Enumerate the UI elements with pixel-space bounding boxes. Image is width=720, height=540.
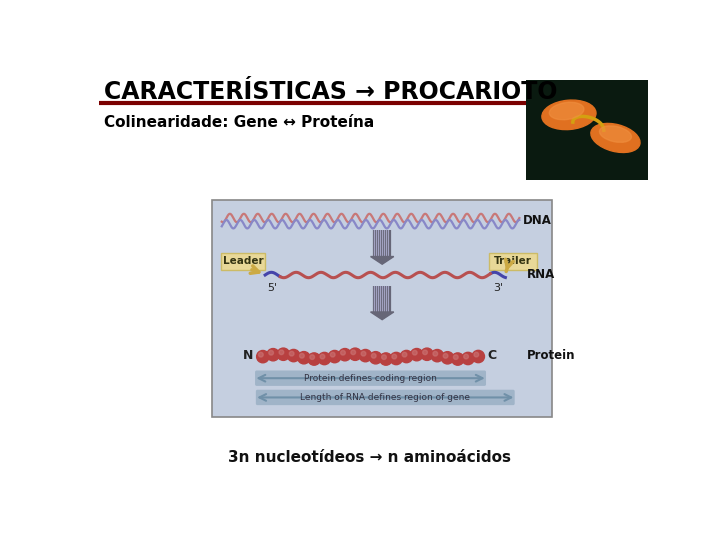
FancyBboxPatch shape (526, 80, 648, 180)
Circle shape (258, 353, 264, 357)
Circle shape (361, 352, 366, 356)
Ellipse shape (591, 124, 640, 152)
Text: CARACTERÍSTICAS → PROCARIOTO: CARACTERÍSTICAS → PROCARIOTO (104, 80, 557, 104)
Polygon shape (371, 312, 394, 320)
Circle shape (464, 354, 469, 359)
Circle shape (441, 352, 454, 364)
Circle shape (413, 350, 417, 355)
Circle shape (382, 355, 387, 360)
FancyBboxPatch shape (256, 390, 515, 405)
Circle shape (474, 352, 479, 357)
Circle shape (277, 348, 289, 360)
Text: Protein defines coding region: Protein defines coding region (304, 374, 437, 383)
Circle shape (349, 348, 361, 360)
Circle shape (402, 352, 407, 357)
Circle shape (341, 350, 346, 355)
Circle shape (444, 354, 448, 358)
Polygon shape (371, 256, 394, 264)
Circle shape (328, 350, 341, 363)
Circle shape (400, 350, 413, 363)
Ellipse shape (549, 102, 584, 120)
Text: 3': 3' (493, 283, 503, 293)
Circle shape (351, 350, 356, 355)
Circle shape (420, 348, 433, 360)
Circle shape (300, 354, 305, 358)
Text: N: N (243, 349, 253, 362)
Text: 3n nucleotídeos → n aminoácidos: 3n nucleotídeos → n aminoácidos (228, 450, 510, 465)
Text: Protein: Protein (527, 349, 575, 362)
Circle shape (320, 354, 325, 359)
FancyBboxPatch shape (221, 253, 265, 269)
FancyBboxPatch shape (255, 370, 486, 386)
Text: DNA: DNA (523, 214, 552, 227)
Ellipse shape (600, 126, 631, 143)
Circle shape (433, 352, 438, 356)
Ellipse shape (542, 100, 596, 130)
Circle shape (423, 350, 428, 355)
Text: Colinearidade: Gene ↔ Proteína: Colinearidade: Gene ↔ Proteína (104, 115, 374, 130)
Text: C: C (487, 349, 497, 362)
Circle shape (256, 350, 269, 363)
Text: Length of RNA defines region of gene: Length of RNA defines region of gene (300, 393, 470, 402)
Circle shape (267, 348, 279, 361)
Circle shape (431, 349, 444, 362)
Circle shape (297, 352, 310, 364)
Circle shape (269, 350, 274, 355)
Circle shape (308, 353, 320, 365)
Text: 5': 5' (267, 283, 278, 293)
FancyBboxPatch shape (489, 253, 537, 269)
Circle shape (318, 353, 330, 364)
Circle shape (287, 349, 300, 362)
FancyBboxPatch shape (212, 200, 552, 417)
Circle shape (390, 352, 402, 365)
Circle shape (462, 352, 474, 365)
Text: RNA: RNA (527, 268, 555, 281)
Circle shape (392, 354, 397, 359)
Circle shape (330, 352, 335, 357)
Circle shape (310, 355, 315, 360)
Circle shape (410, 348, 423, 361)
Circle shape (454, 355, 458, 360)
Text: Leader: Leader (222, 256, 264, 266)
Circle shape (379, 353, 392, 365)
Circle shape (279, 350, 284, 355)
Circle shape (451, 353, 464, 365)
Circle shape (372, 354, 376, 358)
Circle shape (472, 350, 485, 363)
Circle shape (289, 352, 294, 356)
Circle shape (359, 349, 372, 362)
Circle shape (369, 352, 382, 364)
Text: Trailer: Trailer (494, 256, 532, 266)
Circle shape (338, 348, 351, 361)
